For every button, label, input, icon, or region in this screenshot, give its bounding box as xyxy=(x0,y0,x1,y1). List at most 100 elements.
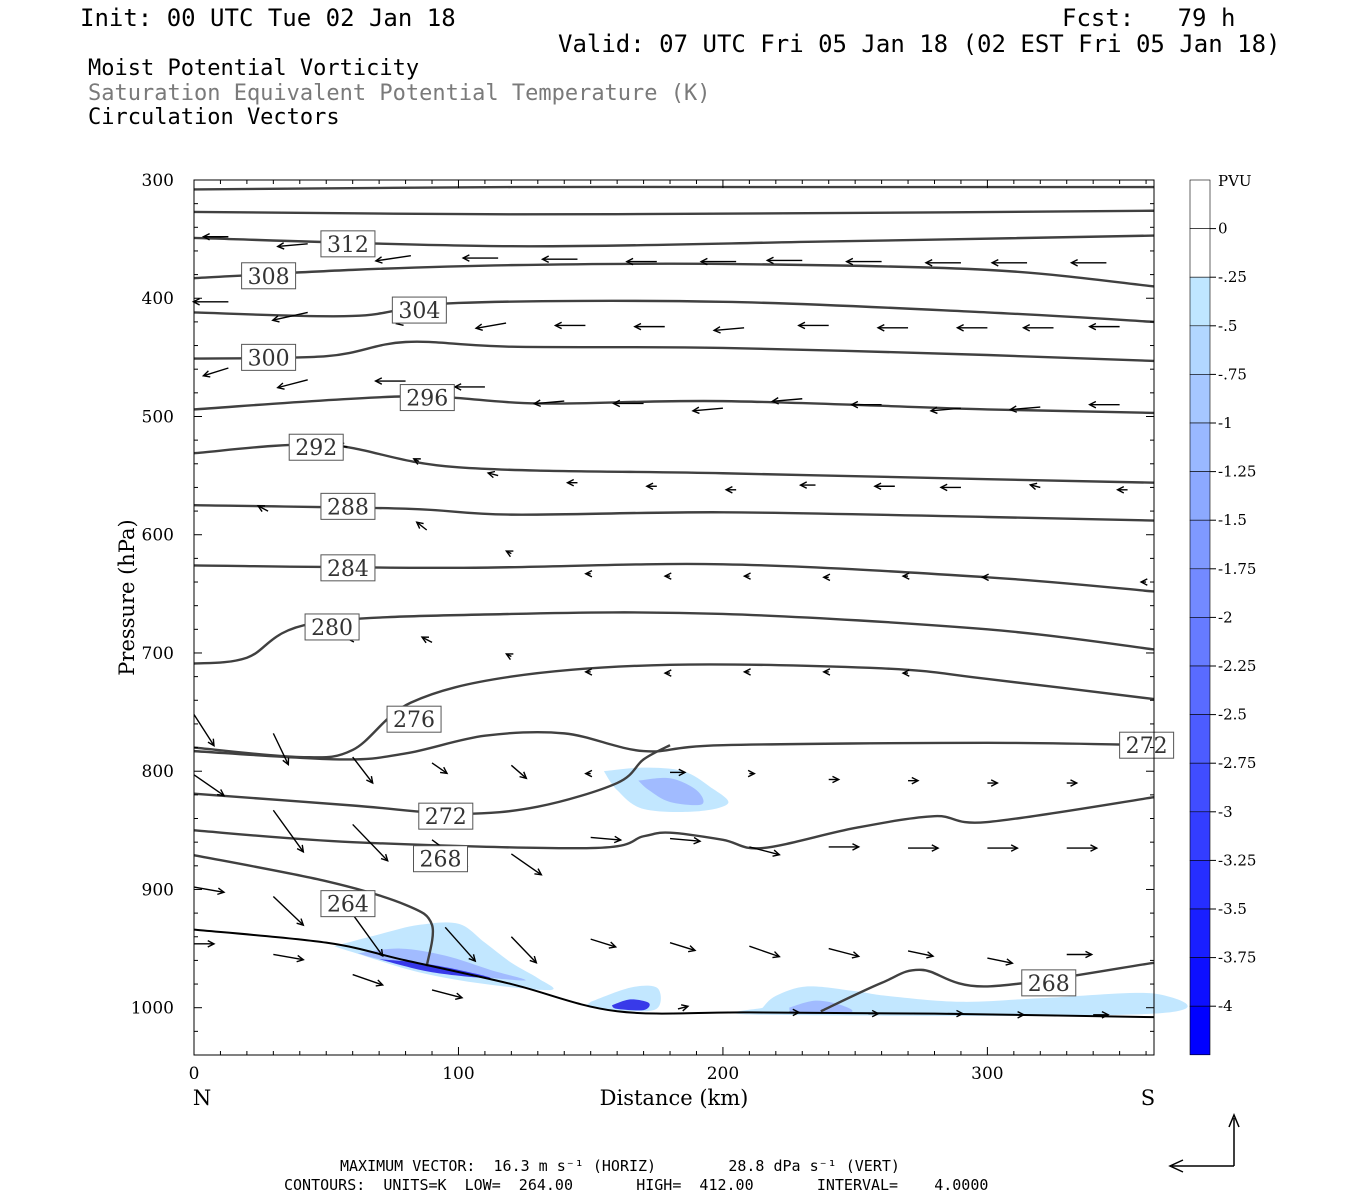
circulation-vector xyxy=(907,950,935,959)
circulation-vector xyxy=(749,846,781,857)
reference-vector-icon xyxy=(1168,1113,1240,1173)
circulation-vector xyxy=(273,953,305,963)
colorbar-swatch xyxy=(1189,957,1211,1007)
contour-label: 264 xyxy=(327,893,369,918)
circulation-vector xyxy=(510,853,543,876)
y-tick-label: 1000 xyxy=(131,999,174,1019)
theta-e-contour-312 xyxy=(193,209,1155,216)
circulation-vector xyxy=(987,844,1019,852)
circulation-vector xyxy=(1066,950,1094,959)
circulation-vector xyxy=(412,458,421,465)
contour-label-box xyxy=(304,613,360,641)
circulation-vector xyxy=(908,776,920,785)
circulation-vector xyxy=(431,989,464,1000)
y-tick-label: 900 xyxy=(142,880,174,900)
circulation-vector xyxy=(797,321,829,330)
contour-label-box xyxy=(1021,969,1077,997)
circulation-vector xyxy=(352,913,384,958)
circulation-vector xyxy=(1008,405,1041,413)
colorbar-tick-label: -.75 xyxy=(1218,365,1247,383)
valid-time: Valid: 07 UTC Fri 05 Jan 18 (02 EST Fri … xyxy=(558,30,1281,58)
contour-label-box xyxy=(241,262,297,290)
circulation-vector xyxy=(1116,485,1128,494)
colorbar-tick-label: -3 xyxy=(1218,803,1233,821)
colorbar-swatch xyxy=(1189,325,1211,375)
theta-e-contour-layer xyxy=(193,185,1155,1013)
contour-label-layer: 312 308 304 300 296 292 288 284 280 276 272 272 268 2… xyxy=(241,230,1175,997)
circulation-vector xyxy=(590,835,623,844)
colorbar-swatch xyxy=(1189,1005,1211,1056)
colorbar-tick-label: -.25 xyxy=(1218,268,1247,286)
circulation-vector xyxy=(828,843,861,851)
colorbar-swatch xyxy=(1189,471,1211,521)
colorbar-tick-label: -.5 xyxy=(1218,317,1237,335)
circulation-vector xyxy=(789,1008,801,1017)
colorbar-swatch xyxy=(1189,422,1211,472)
y-tick-label: 600 xyxy=(142,526,174,546)
colorbar-swatch xyxy=(1189,860,1211,910)
circulation-vector xyxy=(504,550,514,558)
circulation-vector xyxy=(191,297,229,306)
circulation-vector xyxy=(374,254,411,264)
contour-label: 284 xyxy=(327,557,369,582)
x-tick-label: 200 xyxy=(707,1064,739,1084)
theta-e-contour-276 xyxy=(193,663,1155,759)
x-end-label-south: S xyxy=(1141,1086,1155,1110)
contour-label-box xyxy=(391,296,447,324)
colorbar-swatch xyxy=(1189,665,1211,715)
circulation-vector xyxy=(798,481,816,489)
circulation-vector xyxy=(822,573,831,582)
circulation-vector xyxy=(876,324,909,332)
circulation-vector xyxy=(276,242,308,250)
circulation-vector xyxy=(712,326,745,334)
circulation-vector xyxy=(352,756,374,785)
circulation-vector xyxy=(1139,578,1148,586)
contour-label-box xyxy=(320,890,376,918)
x-tick-label: 100 xyxy=(442,1064,474,1084)
contour-label-box xyxy=(320,492,376,520)
circulation-vector xyxy=(553,321,586,330)
circulation-vector xyxy=(828,947,861,959)
contour-label-box xyxy=(1119,731,1175,759)
colorbar-tick-label: -1.75 xyxy=(1218,560,1256,578)
circulation-vector xyxy=(352,973,385,987)
colorbar-swatch xyxy=(1189,519,1211,570)
field-title-theta-es: Saturation Equivalent Potential Temperat… xyxy=(88,81,711,106)
circulation-vector xyxy=(670,768,687,777)
circulation-vector xyxy=(444,926,477,963)
colorbar-swatch xyxy=(1189,276,1211,327)
circulation-vector xyxy=(453,383,485,391)
circulation-vector xyxy=(765,256,803,265)
circulation-vector xyxy=(987,779,999,787)
circulation-vector xyxy=(947,1009,965,1018)
colorbar-swatch xyxy=(1189,179,1211,229)
init-time: Init: 00 UTC Tue 02 Jan 18 xyxy=(80,4,456,32)
terrain-layer xyxy=(193,928,1155,1019)
contour-label: 272 xyxy=(425,805,467,830)
circulation-vector xyxy=(663,572,672,580)
circulation-vector xyxy=(987,957,1014,966)
circulation-vector xyxy=(510,936,538,964)
contour-label: 292 xyxy=(295,436,337,461)
contour-label: 280 xyxy=(311,616,353,641)
circulation-vector xyxy=(770,397,803,405)
colorbar-tick-label: -2.75 xyxy=(1218,754,1256,772)
x-axis-label: Distance (km) xyxy=(600,1086,749,1110)
circulation-vector xyxy=(201,232,229,241)
circulation-vector xyxy=(532,399,565,407)
contour-label-box xyxy=(399,384,455,412)
circulation-vector xyxy=(828,775,841,784)
circulation-vector xyxy=(742,668,751,676)
colorbar-tick-label: -2 xyxy=(1218,608,1233,626)
circulation-vector xyxy=(677,1004,690,1012)
x-tick-label: 300 xyxy=(971,1064,1003,1084)
colorbar-tick-label: -1 xyxy=(1218,414,1233,432)
circulation-vector xyxy=(431,762,449,775)
plot-frame xyxy=(193,179,1155,1056)
circulation-vector xyxy=(742,572,751,580)
max-vector-note: MAXIMUM VECTOR: 16.3 m s⁻¹ (HORIZ) 28.8 … xyxy=(340,1157,900,1175)
circulation-vector xyxy=(924,258,961,267)
circulation-vector xyxy=(272,809,305,854)
circulation-vector xyxy=(749,945,781,959)
circulation-vector xyxy=(633,322,665,331)
